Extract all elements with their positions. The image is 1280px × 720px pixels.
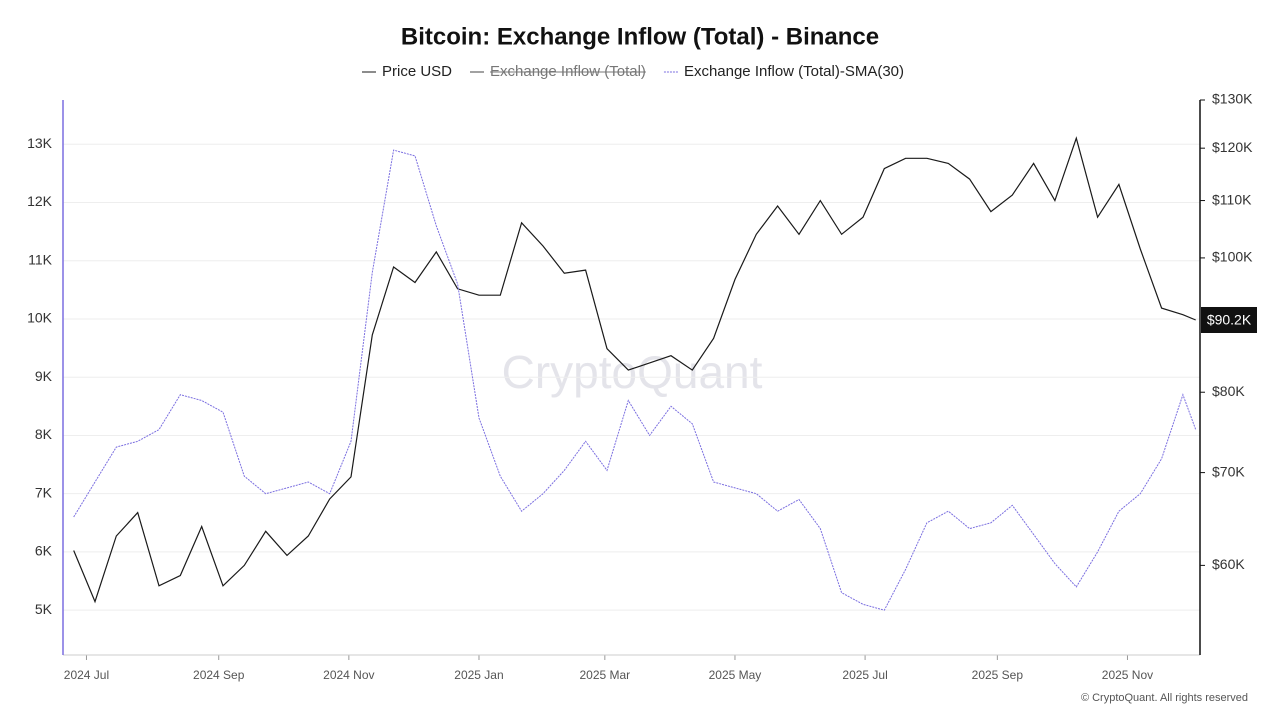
- x-tick-label: 2025 Sep: [972, 668, 1024, 682]
- y2-tick-label: $130K: [1212, 91, 1253, 107]
- footer: © CryptoQuant. All rights reserved: [1081, 692, 1248, 704]
- last-value-label: $90.2K: [1207, 312, 1252, 328]
- series-line: [73, 149, 1197, 611]
- y-tick-label: 7K: [35, 484, 53, 500]
- legend-label[interactable]: Exchange Inflow (Total)-SMA(30): [684, 63, 904, 80]
- legend-label[interactable]: Price USD: [382, 63, 452, 80]
- last-value-badge: [1201, 306, 1257, 333]
- y-tick-label: 12K: [27, 193, 53, 209]
- x-tick-label: 2024 Sep: [193, 668, 245, 682]
- x-tick-label: 2024 Jul: [64, 668, 109, 682]
- x-tick-label: 2025 May: [709, 668, 762, 682]
- chart-title: Bitcoin: Exchange Inflow (Total) - Binan…: [401, 23, 879, 50]
- y2-tick-label: $60K: [1212, 556, 1245, 572]
- y-tick-label: 9K: [35, 368, 53, 384]
- y2-tick-label: $70K: [1212, 463, 1245, 479]
- series-line: [73, 136, 1196, 604]
- y2-tick-label: $120K: [1212, 139, 1253, 155]
- y2-tick-label: $80K: [1212, 383, 1245, 399]
- y-tick-label: 8K: [35, 426, 53, 442]
- y-tick-label: 5K: [35, 601, 53, 617]
- x-tick-label: 2025 Nov: [1102, 668, 1153, 682]
- y-tick-label: 13K: [27, 135, 53, 151]
- legend-label[interactable]: Exchange Inflow (Total): [490, 63, 646, 80]
- y-tick-label: 6K: [35, 543, 53, 559]
- x-tick-label: 2025 Jul: [842, 668, 887, 682]
- x-tick-label: 2025 Mar: [579, 668, 630, 682]
- x-tick-label: 2025 Jan: [454, 668, 503, 682]
- x-tick-label: 2024 Nov: [323, 668, 374, 682]
- watermark: CryptoQuant: [502, 346, 763, 398]
- y2-tick-label: $100K: [1212, 249, 1253, 265]
- y-tick-label: 11K: [28, 251, 53, 267]
- y2-tick-label: $110K: [1212, 191, 1252, 207]
- y-tick-label: 10K: [27, 310, 53, 326]
